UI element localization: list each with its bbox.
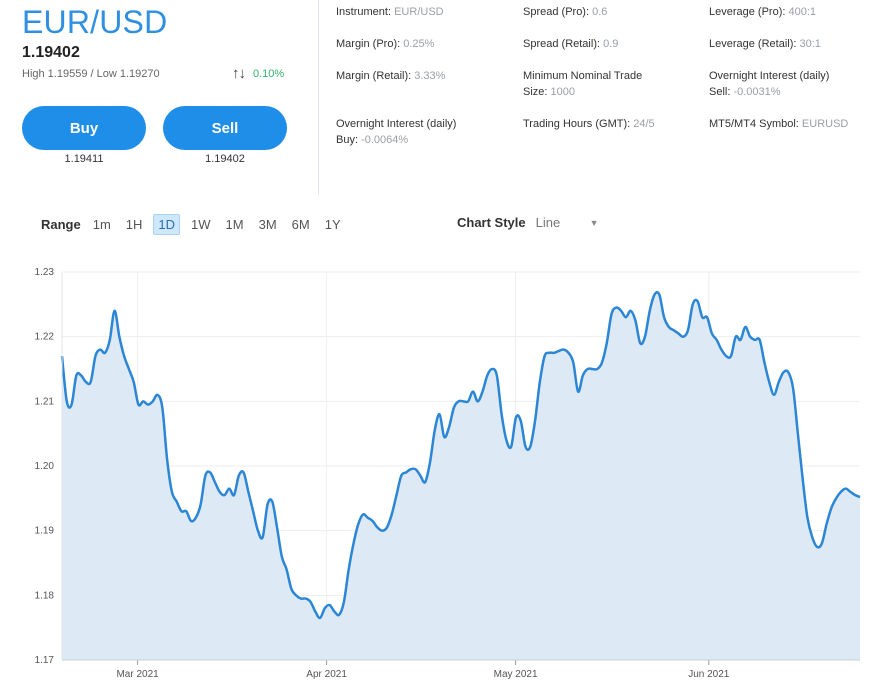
price-change: ↑↓ 0.10% [232,65,284,82]
sell-price: 1.19402 [205,153,245,165]
current-price: 1.19402 [22,44,80,61]
overnight-sell-info: Overnight Interest (daily) Sell: -0.0031… [709,70,830,98]
range-option-1m[interactable]: 1m [92,217,111,232]
x-tick-label: Jun 2021 [688,669,730,680]
price-area-fill [62,292,860,660]
range-option-1mo[interactable]: 1M [225,217,244,232]
margin-pro-info: Margin (Pro): 0.25% [336,38,435,50]
price-line [60,290,861,620]
x-tick-label: May 2021 [494,669,538,680]
range-option-1d[interactable]: 1D [153,214,181,235]
up-down-arrows-icon: ↑↓ [232,65,246,82]
x-tick-label: Mar 2021 [116,669,159,680]
range-selector: Range 1m 1H 1D 1W 1M 3M 6M 1Y [41,214,352,235]
spread-retail-info: Spread (Retail): 0.9 [523,38,619,50]
mt-symbol-info: MT5/MT4 Symbol: EURUSD [709,118,849,130]
chevron-down-icon[interactable]: ▼ [589,217,599,228]
overnight-buy-info: Overnight Interest (daily) Buy: -0.0064% [336,118,457,146]
range-option-1y[interactable]: 1Y [324,217,341,232]
x-tick-label: Apr 2021 [306,669,347,680]
range-option-1w[interactable]: 1W [191,217,211,232]
range-option-6m[interactable]: 6M [291,217,310,232]
y-tick-label: 1.20 [35,461,55,472]
y-tick-label: 1.21 [35,396,55,407]
y-tick-label: 1.17 [35,655,55,666]
trading-hours-info: Trading Hours (GMT): 24/5 [523,118,655,130]
range-option-3m[interactable]: 3M [258,217,277,232]
price-chart[interactable]: 1.17 1.18 1.19 1.20 1.21 1.22 1.23 Mar 2021 Apr … [0,255,892,696]
leverage-pro-info: Leverage (Pro): 400:1 [709,6,817,18]
chart-style-label: Chart Style [457,215,526,230]
symbol-title: EUR/USD [22,4,168,40]
min-nominal-info: Minimum Nominal Trade Size: 1000 [523,70,643,98]
buy-button[interactable]: Buy [22,106,146,150]
high-low-range: High 1.19559 / Low 1.19270 [22,68,160,80]
buy-price: 1.19411 [64,153,104,165]
section-divider [318,0,319,195]
margin-retail-info: Margin (Retail): 3.33% [336,70,446,82]
range-label: Range [41,217,81,232]
sell-button[interactable]: Sell [163,106,287,150]
chart-style-control: Chart Style Line ▼ [457,215,599,230]
y-tick-label: 1.19 [35,526,55,537]
spread-pro-info: Spread (Pro): 0.6 [523,6,608,18]
range-option-1h[interactable]: 1H [125,217,143,232]
y-tick-label: 1.23 [35,267,55,278]
y-tick-label: 1.22 [35,332,55,343]
y-tick-label: 1.18 [35,590,55,601]
chart-style-select[interactable]: Line [535,215,561,230]
leverage-retail-info: Leverage (Retail): 30:1 [709,38,821,50]
instrument-info: Instrument: EUR/USD [336,6,444,18]
change-percent: 0.10% [253,67,285,80]
